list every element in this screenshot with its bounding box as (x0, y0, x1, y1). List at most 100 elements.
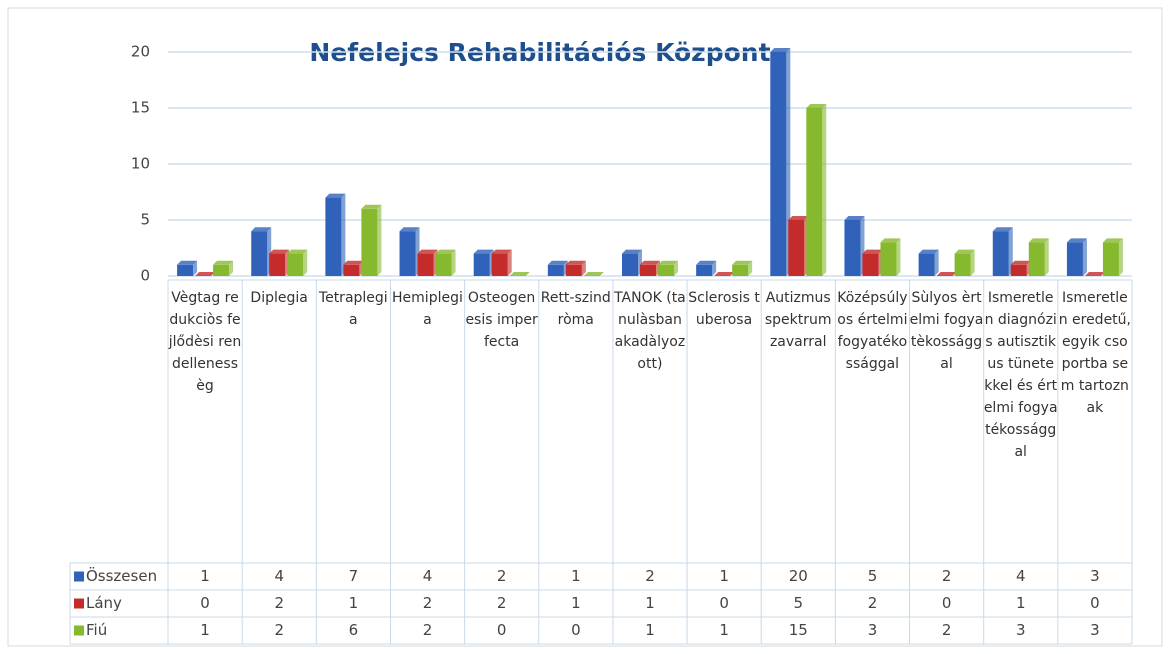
table-value: 0 (1090, 594, 1100, 612)
y-tick-label: 20 (131, 43, 150, 61)
table-value: 1 (200, 567, 210, 585)
bar-top (936, 272, 957, 276)
legend-label: Lány (86, 594, 122, 612)
bar (473, 253, 490, 276)
legend-swatch (74, 625, 84, 636)
bar-top (491, 249, 512, 254)
x-tick-label: Hemiplegia (392, 290, 463, 328)
bar-side (896, 238, 901, 276)
x-tick-label: Ismeretlen diagnózis autisztikus tünetek… (983, 290, 1058, 460)
x-tick-label: TANOK (tanulàsban akadàlyozott) (614, 290, 686, 372)
legend-swatch (74, 598, 84, 609)
bar-top (269, 249, 290, 254)
table-value: 0 (942, 594, 952, 612)
table-value: 1 (200, 621, 210, 639)
table-value: 2 (942, 567, 952, 585)
bar (954, 253, 971, 276)
bar (269, 253, 286, 276)
bar (177, 264, 194, 276)
bar (399, 231, 416, 276)
x-tick-label: Sclerosis tuberosa (688, 290, 760, 328)
bar-top (992, 227, 1013, 232)
bar-top (509, 272, 530, 276)
table-value: 1 (349, 594, 359, 612)
x-tick-label: Vègtag redukciòs fejlődèsi rendellenessè… (168, 290, 242, 394)
bar (696, 264, 713, 276)
x-tick-label: Tetraplegia (318, 290, 388, 328)
bar-side (1118, 238, 1123, 276)
bar-side (748, 260, 753, 276)
bar-side (341, 193, 346, 276)
table-value: 7 (349, 567, 359, 585)
table-value: 3 (1090, 567, 1100, 585)
bar-top (714, 272, 735, 276)
bar-side (934, 249, 939, 276)
bar (862, 253, 879, 276)
table-value: 2 (274, 621, 284, 639)
bar-side (303, 249, 308, 276)
legend-label: Fiú (86, 621, 107, 639)
bar-side (377, 204, 382, 276)
bar (287, 253, 304, 276)
table-value: 1 (719, 621, 729, 639)
table-value: 2 (868, 594, 878, 612)
bar-side (674, 260, 678, 276)
bar (251, 231, 268, 276)
table-value: 4 (423, 567, 433, 585)
x-tick-label: Sùlyos èrtelmi fogyatèkossággal (909, 290, 984, 372)
y-tick-label: 5 (140, 211, 150, 229)
table-value: 4 (1016, 567, 1026, 585)
bar-top (1066, 238, 1087, 243)
bar-top (287, 249, 308, 254)
bar-side (581, 260, 586, 276)
bar-side (1044, 238, 1049, 276)
x-tick-label: Rett-szindròma (540, 290, 611, 328)
bar-top (696, 260, 717, 265)
bar-top (343, 260, 364, 265)
bar-top (361, 204, 382, 209)
bar (732, 264, 749, 276)
table-value: 1 (645, 594, 655, 612)
bar-top (473, 249, 494, 254)
bar-side (507, 249, 512, 276)
bar-top (565, 260, 586, 265)
bar-top (547, 260, 568, 265)
table-value: 3 (868, 621, 878, 639)
bar-side (822, 104, 827, 276)
bar (213, 264, 230, 276)
bar-top (806, 104, 827, 108)
bar (343, 264, 360, 276)
bar-top (435, 249, 456, 254)
table-value: 3 (1090, 621, 1100, 639)
legend-swatch (74, 571, 84, 582)
bar-top (788, 216, 809, 220)
table-value: 2 (497, 567, 507, 585)
table-value: 0 (200, 594, 210, 612)
bar-top (1010, 260, 1031, 265)
bar (658, 264, 674, 276)
table-value: 1 (571, 594, 581, 612)
x-tick-label: Középsúlyos értelmi fogyatékossággal (837, 290, 908, 372)
table-value: 0 (571, 621, 581, 639)
table-value: 5 (794, 594, 804, 612)
bar-side (193, 260, 198, 276)
bar (770, 52, 787, 276)
table-value: 5 (868, 567, 878, 585)
table-value: 3 (1016, 621, 1026, 639)
bar (325, 197, 342, 276)
bar-top (583, 272, 604, 276)
bar-top (1102, 238, 1123, 243)
bar-top (213, 260, 234, 265)
bar-side (229, 260, 234, 276)
bar-top (177, 260, 198, 265)
bar-top (880, 238, 901, 243)
table-value: 2 (497, 594, 507, 612)
bar-top (1028, 238, 1049, 243)
table-value: 1 (571, 567, 581, 585)
bar (1010, 264, 1027, 276)
table-value: 1 (719, 567, 729, 585)
bar (1102, 242, 1119, 276)
bar (417, 253, 434, 276)
bar-top (954, 249, 975, 254)
